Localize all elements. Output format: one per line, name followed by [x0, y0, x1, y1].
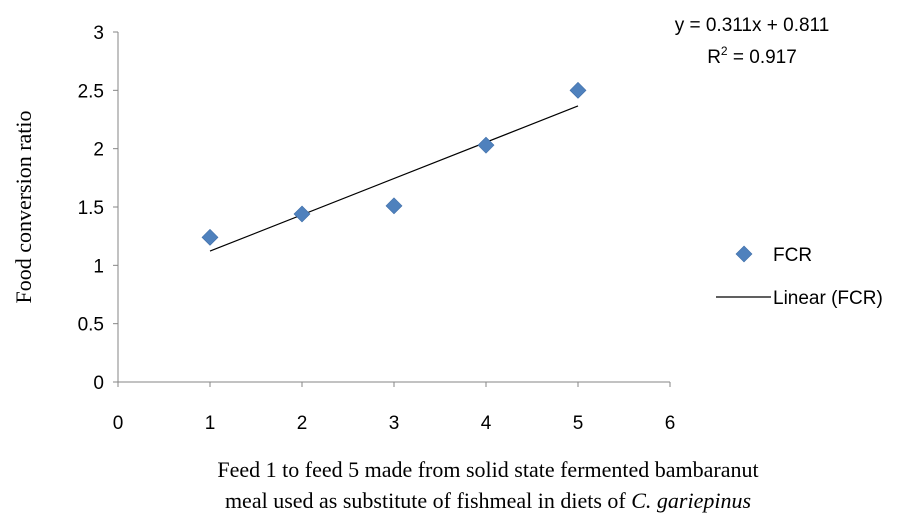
y-axis-title: Food conversion ratio — [11, 110, 36, 303]
y-tick-label: 1.5 — [78, 198, 104, 219]
y-tick-label: 0 — [93, 373, 104, 394]
fcr-point — [477, 136, 495, 154]
y-tick-label: 2 — [93, 140, 104, 161]
x-tick-label: 3 — [389, 413, 400, 434]
r-squared-superscript: 2 — [721, 44, 728, 58]
x-tick-label: 5 — [573, 413, 584, 434]
x-axis-title-line2: meal used as substitute of fishmeal in d… — [225, 488, 751, 513]
x-axis-title-line2-text: meal used as substitute of fishmeal in d… — [225, 488, 631, 513]
legend-label-fcr: FCR — [773, 245, 812, 266]
fcr-point — [569, 81, 587, 99]
x-tick-label: 1 — [205, 413, 216, 434]
fcr-point — [385, 197, 403, 215]
y-tick-label: 1 — [93, 256, 104, 277]
x-tick-label: 6 — [665, 413, 676, 434]
y-tick-label: 3 — [93, 23, 104, 44]
y-tick-label: 2.5 — [78, 81, 104, 102]
r-squared-symbol: R — [707, 47, 721, 68]
legend-marker-fcr — [735, 245, 753, 263]
legend: FCR Linear (FCR) — [716, 245, 883, 309]
y-tick-label: 0.5 — [78, 315, 104, 336]
fcr-point — [293, 205, 311, 223]
x-tick-label: 0 — [113, 413, 124, 434]
x-tick-label: 2 — [297, 413, 308, 434]
r-squared-value: = 0.917 — [728, 47, 797, 68]
x-axis-title-line1: Feed 1 to feed 5 made from solid state f… — [217, 457, 758, 482]
linear-trendline — [209, 105, 579, 252]
y-axis-ticks: 0 0.5 1 1.5 2 2.5 3 — [78, 23, 118, 394]
fcr-point — [201, 228, 219, 246]
x-axis-title-species: C. gariepinus — [631, 488, 751, 513]
trendline-equation: y = 0.311x + 0.811 — [675, 15, 830, 36]
legend-label-linear: Linear (FCR) — [773, 288, 883, 309]
fcr-data-points — [201, 81, 587, 246]
r-squared-annotation: R2 = 0.917 — [707, 44, 797, 68]
x-tick-label: 4 — [481, 413, 492, 434]
x-axis-ticks: 0 1 2 3 4 5 6 — [113, 382, 676, 434]
